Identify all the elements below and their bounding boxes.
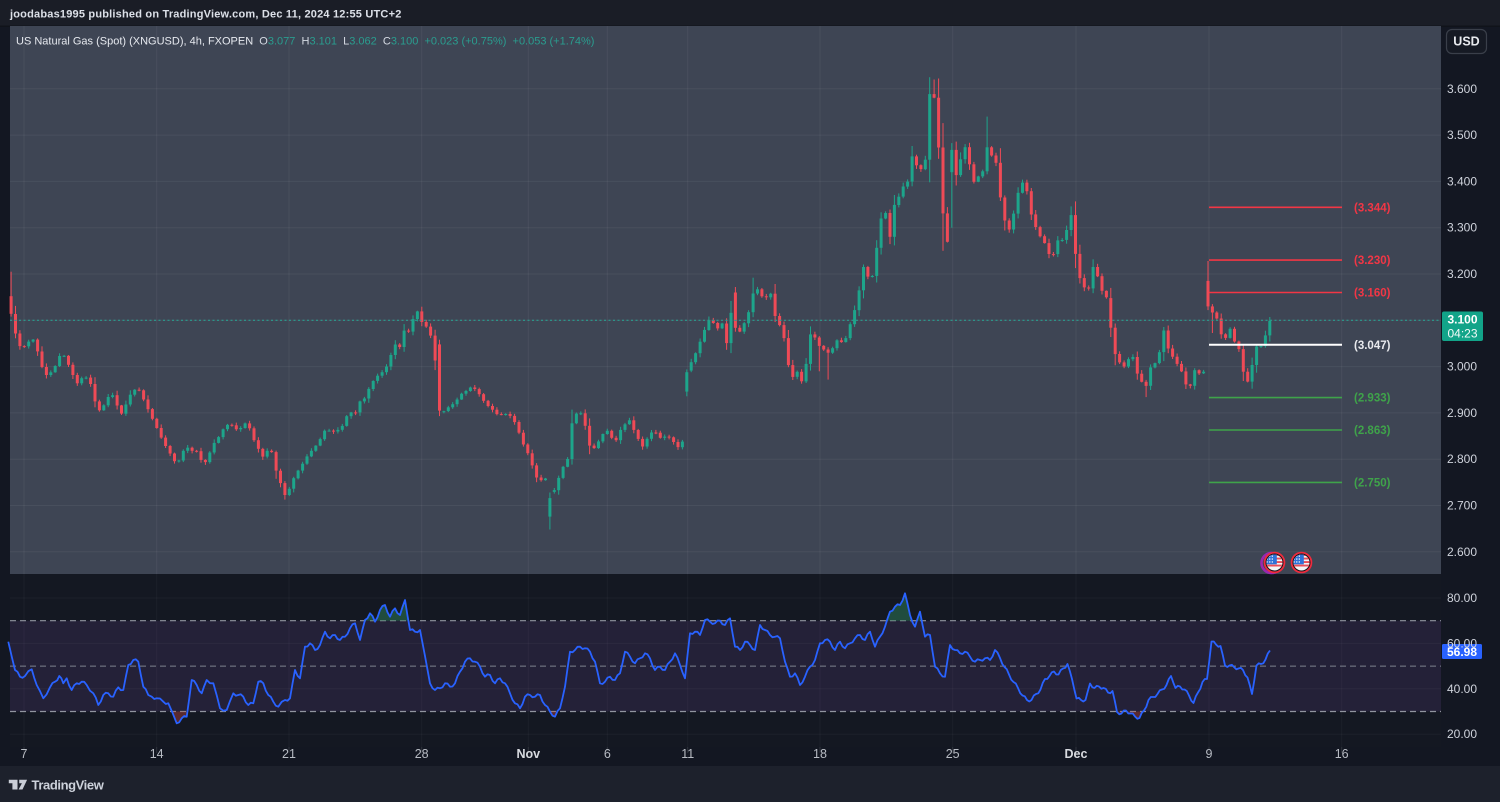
svg-text:2.700: 2.700	[1447, 499, 1477, 513]
svg-text:Dec: Dec	[1065, 747, 1088, 761]
svg-text:56.98: 56.98	[1447, 645, 1477, 659]
svg-text:04:23: 04:23	[1447, 327, 1477, 341]
svg-text:3.600: 3.600	[1447, 82, 1477, 96]
svg-text:7: 7	[21, 747, 28, 761]
svg-text:joodabas1995 published on Trad: joodabas1995 published on TradingView.co…	[9, 9, 402, 21]
svg-text:21: 21	[282, 747, 296, 761]
svg-text:3.400: 3.400	[1447, 174, 1477, 188]
svg-text:6: 6	[604, 747, 611, 761]
svg-text:USD: USD	[1453, 35, 1479, 49]
svg-text:18: 18	[813, 747, 827, 761]
svg-text:9: 9	[1206, 747, 1213, 761]
svg-text:(3.160): (3.160)	[1354, 288, 1391, 300]
svg-text:16: 16	[1335, 747, 1349, 761]
svg-text:(3.230): (3.230)	[1354, 255, 1391, 267]
svg-text:60.00: 60.00	[1447, 636, 1477, 650]
svg-text:Nov: Nov	[516, 747, 540, 761]
svg-text:2.800: 2.800	[1447, 452, 1477, 466]
svg-text:3.000: 3.000	[1447, 360, 1477, 374]
svg-text:14: 14	[150, 747, 164, 761]
svg-text:25: 25	[946, 747, 960, 761]
svg-text:3.500: 3.500	[1447, 128, 1477, 142]
svg-text:(3.047): (3.047)	[1354, 340, 1391, 352]
svg-text:3.200: 3.200	[1447, 267, 1477, 281]
svg-text:US Natural Gas (Spot) (XNGUSD): US Natural Gas (Spot) (XNGUSD), 4h, FXOP…	[16, 36, 594, 48]
svg-text:2.600: 2.600	[1447, 545, 1477, 559]
svg-text:(2.750): (2.750)	[1354, 477, 1391, 489]
svg-text:2.900: 2.900	[1447, 406, 1477, 420]
svg-text:(2.863): (2.863)	[1354, 425, 1391, 437]
svg-text:40.00: 40.00	[1447, 682, 1477, 696]
svg-text:20.00: 20.00	[1447, 727, 1477, 741]
svg-text:(3.344): (3.344)	[1354, 202, 1391, 214]
svg-text:11: 11	[681, 747, 694, 761]
svg-text:28: 28	[415, 747, 429, 761]
svg-text:(2.933): (2.933)	[1354, 393, 1391, 405]
svg-text:3.300: 3.300	[1447, 221, 1477, 235]
svg-text:TradingView: TradingView	[32, 778, 105, 793]
svg-text:3.100: 3.100	[1447, 313, 1477, 327]
svg-text:80.00: 80.00	[1447, 591, 1477, 605]
